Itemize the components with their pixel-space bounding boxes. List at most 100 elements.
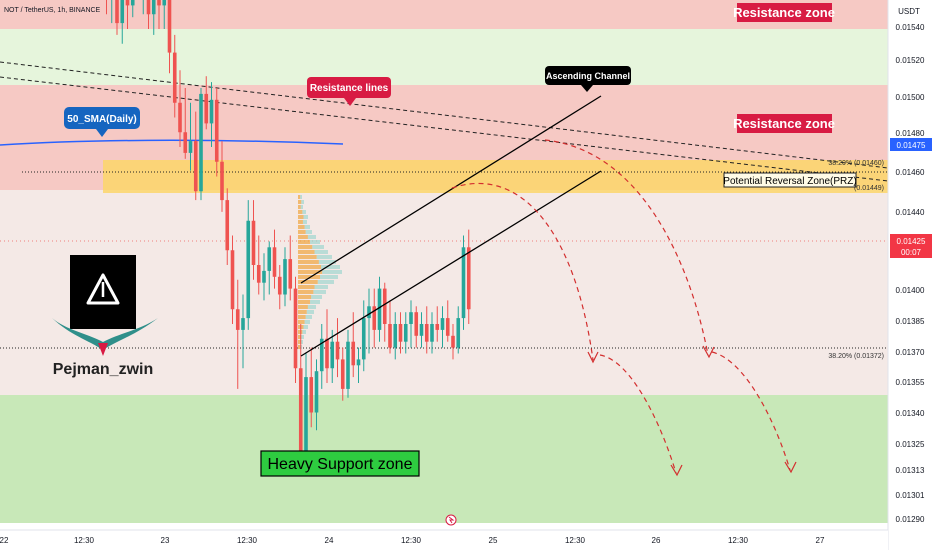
channel-lower-line — [300, 170, 602, 357]
volume-bar — [321, 265, 340, 269]
candle-body — [309, 377, 314, 413]
candle — [115, 0, 119, 35]
candle — [178, 70, 182, 147]
time-tick-label: 12:30 — [728, 536, 749, 545]
candle-body — [461, 247, 466, 319]
volume-bar — [312, 245, 324, 249]
candle-body — [283, 259, 287, 295]
volume-bar — [302, 330, 306, 334]
projection-arrow-2-head — [702, 345, 715, 359]
projection-arrow-1 — [451, 182, 594, 361]
candle-body — [157, 0, 161, 6]
candle-body — [440, 318, 445, 330]
volume-bar — [313, 290, 326, 294]
volume-bar — [301, 200, 304, 204]
candle — [267, 241, 272, 295]
candle-body — [277, 276, 282, 295]
sma-price-text: 0.01475 — [897, 141, 926, 150]
candle-body — [414, 312, 419, 336]
volume-bar — [298, 335, 302, 339]
price-tick-label: 0.01355 — [896, 378, 925, 387]
symbol-header: NOT / TetherUS, 1h, BINANCE — [4, 7, 101, 14]
candle-body — [346, 341, 350, 389]
candle-body — [225, 200, 230, 251]
time-axis[interactable] — [0, 530, 888, 550]
time-tick-label: 22 — [0, 536, 9, 545]
price-axis-unit: USDT — [898, 7, 920, 16]
candle-body — [403, 324, 408, 342]
candle — [409, 300, 413, 348]
volume-bar — [305, 230, 312, 234]
candle — [183, 88, 188, 159]
candle-body — [167, 0, 172, 53]
price-tick-label: 0.01540 — [896, 23, 925, 32]
heavy-support-label: Heavy Support zone — [260, 450, 420, 477]
volume-bar — [298, 260, 319, 264]
candle — [199, 88, 203, 201]
price-axis[interactable] — [888, 0, 932, 550]
volume-bar — [298, 215, 304, 219]
volume-bar — [298, 345, 301, 349]
volume-bar — [305, 315, 312, 319]
heavy-support-text: Heavy Support zone — [268, 456, 413, 473]
volume-bar — [314, 250, 328, 254]
volume-bar — [298, 290, 314, 294]
candle — [388, 300, 392, 354]
candle — [125, 0, 130, 29]
resistance-zone-top-label: Resistance zone — [733, 3, 835, 22]
volume-bar — [314, 285, 328, 289]
candle — [377, 276, 382, 342]
candle — [309, 347, 314, 428]
candle — [330, 329, 335, 383]
candle — [262, 253, 266, 301]
projection-arrow-2 — [544, 139, 709, 356]
candle — [361, 300, 366, 372]
candle — [272, 229, 277, 289]
candle — [251, 200, 256, 280]
candle-body — [367, 306, 371, 319]
price-tick-label: 0.01301 — [896, 491, 925, 500]
volume-bar — [304, 225, 310, 229]
candle-body — [361, 318, 366, 360]
volume-bar — [298, 225, 305, 229]
volume-bar — [298, 315, 306, 319]
volume-bar — [318, 260, 336, 264]
volume-bar — [298, 205, 301, 209]
candle-body — [382, 288, 387, 324]
fib-low-label: 38.20% (0.01372) — [828, 353, 884, 360]
candle-body — [304, 377, 308, 460]
candle — [340, 347, 345, 401]
candle-body — [130, 0, 135, 6]
candle — [466, 229, 471, 324]
candle — [214, 88, 219, 177]
neutral-band — [0, 190, 888, 395]
candle-body — [419, 324, 424, 336]
candle-body — [372, 306, 377, 330]
candle-body — [393, 324, 398, 348]
candle — [319, 324, 324, 389]
volume-bar — [298, 270, 323, 274]
resistance-line-1 — [0, 61, 889, 169]
replay-icon[interactable] — [445, 514, 457, 526]
projection-arrow-4 — [711, 351, 791, 471]
volume-bar — [298, 195, 301, 199]
candle — [167, 0, 172, 74]
candle — [188, 102, 193, 171]
sma-price-badge: 0.01475 — [890, 138, 932, 151]
price-tick-label: 0.01313 — [896, 466, 925, 475]
price-tick-label: 0.01480 — [896, 129, 925, 138]
candle — [246, 200, 251, 330]
volume-bar — [303, 215, 308, 219]
projection-arrow-3 — [599, 354, 677, 474]
candle-body — [246, 220, 251, 319]
candle — [398, 312, 403, 354]
candle — [283, 247, 287, 307]
candle — [367, 288, 371, 354]
candle — [142, 0, 144, 15]
price-tick-label: 0.01520 — [896, 56, 925, 65]
sma-label-text: 50_SMA(Daily) — [67, 114, 136, 125]
candle-body — [172, 52, 177, 103]
volume-bar — [298, 220, 303, 224]
volume-bar — [310, 300, 320, 304]
